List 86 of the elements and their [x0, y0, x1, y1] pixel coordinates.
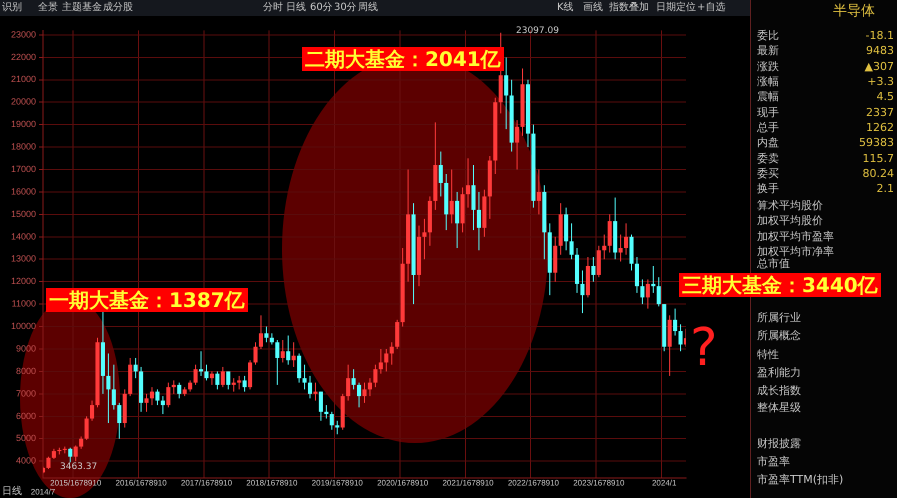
y-tick-label: 10000 — [10, 321, 36, 332]
y-tick-label: 19000 — [10, 119, 36, 130]
text: K线 — [557, 2, 574, 13]
x-tick-label: 2014/7 — [30, 487, 56, 496]
text: ▲307 — [864, 60, 894, 73]
text: 成长指数 — [757, 384, 801, 397]
x-tick-label: 2018/1678910 — [246, 478, 298, 488]
text: 整体星级 — [757, 401, 801, 414]
text: 所属概念 — [757, 329, 801, 342]
text: -18.1 — [866, 29, 894, 42]
text: 总市值 — [757, 257, 790, 270]
text: 日期定位 — [656, 2, 696, 13]
x-tick-label: 2019/1678910 — [312, 478, 364, 488]
text: 财报披露 — [757, 437, 801, 450]
text: 4.5 — [876, 90, 894, 103]
x-tick-label: 2022/1678910 — [508, 478, 560, 488]
text: 算术平均股价 — [757, 199, 823, 212]
annotation: 23097.09 — [516, 26, 559, 36]
text: 115.7 — [862, 152, 894, 165]
y-tick-label: 4000 — [16, 456, 36, 466]
y-tick-label: 23000 — [10, 29, 36, 40]
x-tick-label: 2017/1678910 — [180, 478, 233, 488]
text: 画线 — [583, 2, 603, 13]
text: 80.24 — [862, 167, 894, 180]
text: 半导体 — [833, 3, 875, 19]
y-tick-label: 22000 — [10, 52, 36, 62]
text: 59383 — [859, 136, 894, 149]
text: 委比 — [757, 29, 779, 42]
text: 盈利能力 — [757, 366, 801, 379]
annotation: 3463.37 — [60, 462, 98, 472]
text: 震幅 — [757, 90, 779, 103]
text: +自选 — [697, 2, 726, 13]
x-tick-label: 2020/1678910 — [377, 478, 429, 488]
y-tick-label: 13000 — [10, 254, 36, 264]
text: 全景 — [38, 2, 58, 13]
y-tick-label: 16000 — [10, 186, 36, 196]
text: 委买 — [757, 167, 779, 180]
text: 1262 — [866, 121, 894, 134]
y-tick-label: 17000 — [10, 164, 36, 174]
text: 总手 — [757, 121, 779, 134]
text: 60分 — [310, 2, 333, 13]
text: ? — [690, 318, 718, 378]
text: 主题基金 — [62, 2, 102, 13]
text: 现手 — [757, 106, 779, 119]
y-tick-label: 18000 — [10, 142, 36, 152]
x-tick-label: 2021/1678910 — [442, 478, 494, 488]
text: 9483 — [866, 44, 894, 57]
x-tick-label: 2023/1678910 — [573, 478, 625, 488]
y-tick-label: 20000 — [10, 96, 36, 107]
text: 涨幅 — [757, 75, 779, 88]
y-tick-label: 21000 — [10, 74, 36, 84]
text: 成分股 — [103, 2, 133, 13]
annotation: 三期大基金：3440亿 — [679, 273, 881, 297]
text: 30分 — [334, 2, 357, 13]
text: 2.1 — [876, 182, 894, 195]
text: 日线 — [286, 2, 306, 13]
text: 周线 — [358, 2, 378, 13]
text: 市盈率TTM(扣非) — [757, 473, 844, 486]
text: 日线 — [2, 486, 22, 497]
text: 特性 — [757, 348, 779, 361]
text: 分时 — [263, 2, 283, 13]
x-tick-label: 2015/1678910 — [50, 478, 102, 488]
text: 加权平均市净率 — [757, 245, 834, 258]
y-tick-label: 15000 — [10, 208, 36, 219]
text: 市盈率 — [757, 455, 790, 468]
y-tick-label: 11000 — [12, 298, 36, 309]
y-tick-label: 12000 — [10, 276, 36, 286]
y-tick-label: 14000 — [10, 231, 36, 242]
candlestick — [198, 351, 204, 376]
text: 涨跌 — [757, 60, 779, 73]
text: 换手 — [757, 182, 779, 195]
text: 识别 — [2, 2, 22, 13]
text: +3.3 — [867, 75, 894, 88]
text: 最新 — [757, 44, 779, 57]
y-tick-label: 9000 — [16, 343, 36, 354]
text: 所属行业 — [757, 311, 801, 324]
text: 内盘 — [757, 136, 779, 149]
annotation: 二期大基金：2041亿 — [302, 47, 504, 71]
x-tick-label: 2016/1678910 — [116, 478, 168, 488]
annotation: 一期大基金：1387亿 — [46, 288, 248, 312]
text: 委卖 — [757, 152, 779, 165]
text: 2337 — [866, 106, 894, 119]
x-tick-label: 2024/1 — [652, 478, 677, 488]
text: 指数叠加 — [609, 2, 649, 13]
text: 加权平均股价 — [757, 214, 823, 227]
text: 加权平均市盈率 — [757, 230, 834, 243]
